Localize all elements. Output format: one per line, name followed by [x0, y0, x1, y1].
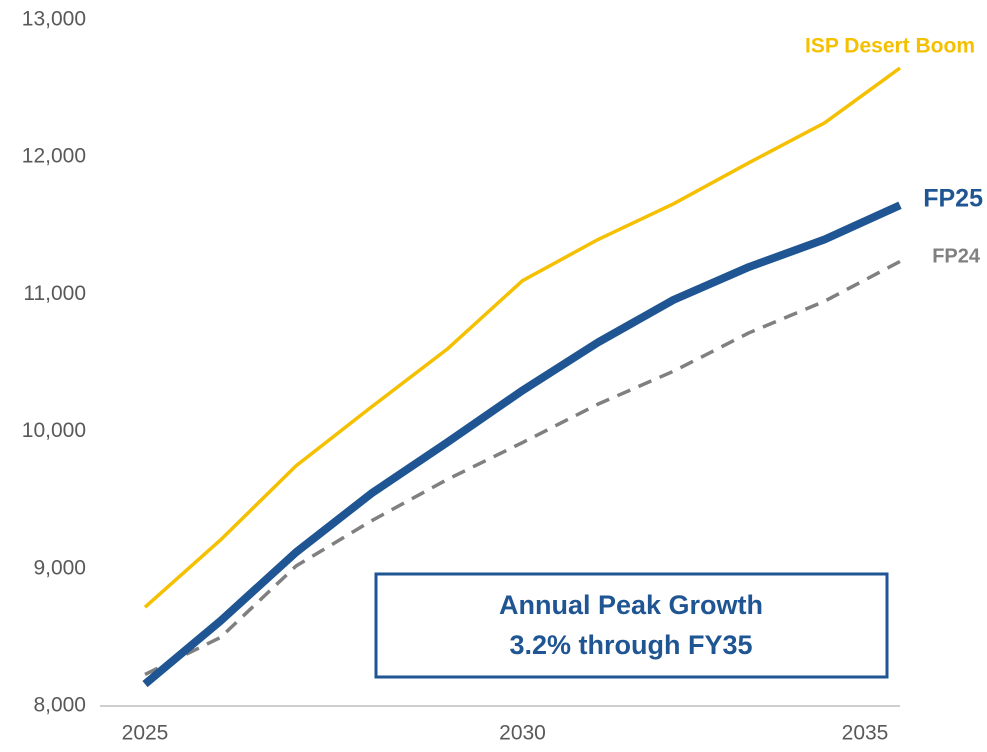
x-tick-label: 2035 — [842, 722, 889, 745]
y-tick-label: 10,000 — [22, 419, 86, 442]
annotation-box — [374, 572, 889, 679]
x-tick-label: 2030 — [499, 722, 546, 745]
annotation: Annual Peak Growth — [499, 590, 763, 620]
x-tick-label: 2025 — [122, 722, 169, 745]
series-label: FP25 — [923, 185, 983, 213]
y-tick-label: 8,000 — [33, 694, 86, 717]
series-line — [144, 259, 901, 677]
y-tick-label: 12,000 — [22, 145, 86, 168]
y-tick-label: 13,000 — [22, 8, 86, 31]
y-tick-label: 9,000 — [33, 556, 86, 579]
series-line — [143, 66, 902, 609]
series-label: FP24 — [932, 245, 981, 267]
y-tick-label: 11,000 — [23, 282, 86, 305]
series-label: ISP Desert Boom — [805, 35, 975, 58]
annotation: 3.2% through FY35 — [509, 630, 752, 660]
series-line — [142, 201, 902, 688]
